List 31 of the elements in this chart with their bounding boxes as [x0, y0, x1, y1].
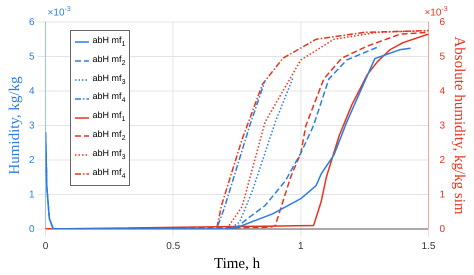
y-tick-label: 3: [29, 120, 35, 132]
legend-label: abH mf$_{1}$: [92, 34, 126, 50]
legend-label: abH mf$_{2}$: [92, 128, 126, 144]
x-tick-label: 0: [42, 240, 49, 252]
y2-axis-title: Absolute humidity, kg/kg sim: [451, 36, 468, 215]
y2-tick-label: 4: [439, 86, 446, 97]
y2-tick-label: 5: [439, 51, 446, 62]
y2-tick-label: 3: [439, 120, 446, 132]
legend-label: abH mf$_{4}$: [92, 166, 126, 182]
y-tick-label: 6: [29, 16, 35, 28]
text: ×10$^{-3}$: [424, 6, 448, 18]
x-tick-label: 1.5: [421, 240, 436, 252]
legend-label: abH mf$_{4}$: [92, 90, 126, 106]
legend-label: abH mf$_{3}$: [92, 72, 126, 88]
text: ×10$^{-3}$: [48, 6, 71, 18]
y-tick-label: 1: [29, 189, 35, 200]
x-tick-label: 0.5: [166, 240, 181, 252]
legend-label: abH mf$_{3}$: [92, 146, 126, 163]
x-axis-title: Time, h: [214, 256, 261, 272]
y-tick-label: 0: [29, 224, 35, 235]
legend-label: abH mf$_{1}$: [92, 109, 126, 125]
y2-tick-label: 2: [439, 154, 446, 166]
y2-tick-label: 6: [439, 16, 446, 28]
y-tick-label: 5: [29, 51, 35, 62]
y-tick-label: 4: [29, 86, 35, 97]
y-axis-title: Humidity, kg/kg: [6, 76, 23, 175]
x-tick-label: 1: [298, 240, 304, 252]
legend-label: abH mf$_{2}$: [92, 52, 126, 69]
y-tick-label: 2: [29, 154, 35, 166]
y2-tick-label: 0: [439, 224, 446, 235]
y2-tick-label: 1: [439, 189, 446, 200]
